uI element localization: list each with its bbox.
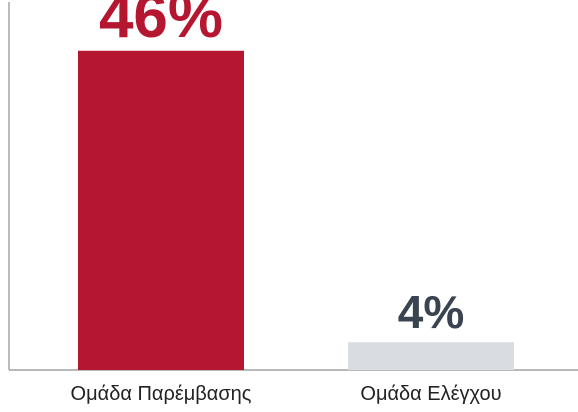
labels-group: 46% Ομάδα Παρέμβασης 4% Ομάδα Ελέγχου <box>71 0 502 405</box>
bars-group <box>78 50 514 370</box>
value-label-2: 4% <box>398 286 464 338</box>
bar-1 <box>78 50 244 370</box>
category-label-1: Ομάδα Παρέμβασης <box>71 383 252 405</box>
bar-2 <box>348 342 514 370</box>
value-label-1: 46% <box>99 0 223 51</box>
category-label-2: Ομάδα Ελέγχου <box>360 383 501 405</box>
